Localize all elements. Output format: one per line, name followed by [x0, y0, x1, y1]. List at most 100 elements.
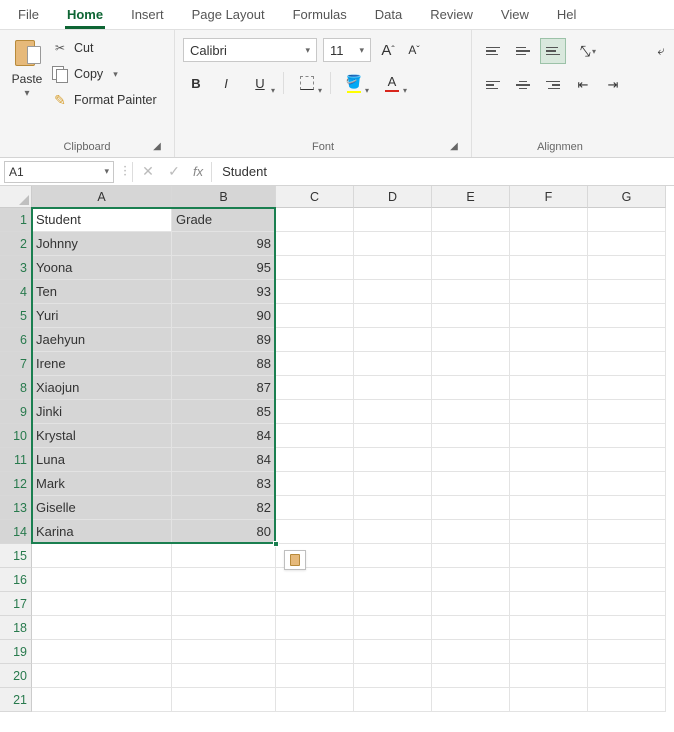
- row-header[interactable]: 16: [0, 568, 32, 592]
- cell[interactable]: [276, 448, 354, 472]
- row-header[interactable]: 12: [0, 472, 32, 496]
- cell[interactable]: [354, 232, 432, 256]
- cell[interactable]: 98: [172, 232, 276, 256]
- row-header[interactable]: 17: [0, 592, 32, 616]
- cell[interactable]: [588, 568, 666, 592]
- cell[interactable]: [432, 616, 510, 640]
- cell[interactable]: [588, 280, 666, 304]
- tab-formulas[interactable]: Formulas: [279, 1, 361, 28]
- cell[interactable]: [354, 256, 432, 280]
- cell[interactable]: [32, 544, 172, 568]
- cell[interactable]: [432, 376, 510, 400]
- cell[interactable]: [354, 328, 432, 352]
- font-color-button[interactable]: A ▾: [375, 70, 409, 96]
- column-header[interactable]: B: [172, 186, 276, 208]
- tab-insert[interactable]: Insert: [117, 1, 178, 28]
- cell[interactable]: [172, 640, 276, 664]
- formula-input[interactable]: Student: [214, 164, 674, 179]
- cell[interactable]: [588, 616, 666, 640]
- cell[interactable]: [276, 496, 354, 520]
- tab-data[interactable]: Data: [361, 1, 416, 28]
- cell[interactable]: 90: [172, 304, 276, 328]
- cell[interactable]: [354, 304, 432, 328]
- cell[interactable]: [510, 664, 588, 688]
- cell[interactable]: [510, 328, 588, 352]
- borders-button[interactable]: ▾: [290, 70, 324, 96]
- cell[interactable]: [432, 688, 510, 712]
- grow-font-button[interactable]: Aˆ: [377, 39, 399, 61]
- row-header[interactable]: 10: [0, 424, 32, 448]
- cell[interactable]: Yoona: [32, 256, 172, 280]
- cell[interactable]: [432, 496, 510, 520]
- cell[interactable]: 82: [172, 496, 276, 520]
- cell[interactable]: [588, 232, 666, 256]
- cell[interactable]: Ten: [32, 280, 172, 304]
- cell[interactable]: [172, 616, 276, 640]
- cell[interactable]: 89: [172, 328, 276, 352]
- cell[interactable]: [276, 472, 354, 496]
- cell[interactable]: [588, 592, 666, 616]
- cell[interactable]: [432, 520, 510, 544]
- cell[interactable]: [354, 664, 432, 688]
- cell[interactable]: [354, 640, 432, 664]
- expand-handle[interactable]: •••: [120, 166, 130, 178]
- align-top-button[interactable]: [480, 38, 506, 64]
- align-left-button[interactable]: [480, 72, 506, 98]
- name-box[interactable]: A1 ▾: [4, 161, 114, 183]
- cell[interactable]: [510, 208, 588, 232]
- cell[interactable]: [172, 568, 276, 592]
- cell[interactable]: [510, 424, 588, 448]
- cell[interactable]: [276, 424, 354, 448]
- row-header[interactable]: 18: [0, 616, 32, 640]
- cell[interactable]: [172, 664, 276, 688]
- cell[interactable]: [432, 352, 510, 376]
- cell[interactable]: [588, 304, 666, 328]
- cell[interactable]: [276, 376, 354, 400]
- cell[interactable]: [276, 352, 354, 376]
- cell[interactable]: [432, 664, 510, 688]
- cell[interactable]: [510, 496, 588, 520]
- cell[interactable]: [510, 616, 588, 640]
- font-size-select[interactable]: 11 ▾: [323, 38, 371, 62]
- align-bottom-button[interactable]: [540, 38, 566, 64]
- row-header[interactable]: 6: [0, 328, 32, 352]
- cell[interactable]: Giselle: [32, 496, 172, 520]
- column-header[interactable]: F: [510, 186, 588, 208]
- column-header[interactable]: A: [32, 186, 172, 208]
- cell[interactable]: [32, 592, 172, 616]
- cell[interactable]: [588, 472, 666, 496]
- cancel-button[interactable]: ✕: [135, 161, 161, 183]
- cell[interactable]: Irene: [32, 352, 172, 376]
- cell[interactable]: [354, 448, 432, 472]
- cell[interactable]: [588, 208, 666, 232]
- cell[interactable]: [354, 376, 432, 400]
- cell[interactable]: [510, 640, 588, 664]
- cell[interactable]: [432, 304, 510, 328]
- cell[interactable]: [276, 664, 354, 688]
- cell[interactable]: [276, 400, 354, 424]
- dialog-launcher-icon[interactable]: ◢: [447, 139, 461, 153]
- cell[interactable]: [354, 592, 432, 616]
- cell[interactable]: [276, 640, 354, 664]
- wrap-text-button[interactable]: ⤶: [648, 38, 674, 64]
- tab-view[interactable]: View: [487, 1, 543, 28]
- cell[interactable]: [432, 232, 510, 256]
- row-header[interactable]: 9: [0, 400, 32, 424]
- row-header[interactable]: 21: [0, 688, 32, 712]
- cell[interactable]: [510, 376, 588, 400]
- cell[interactable]: [510, 520, 588, 544]
- cell[interactable]: [432, 280, 510, 304]
- cell[interactable]: [276, 520, 354, 544]
- cell[interactable]: Mark: [32, 472, 172, 496]
- row-header[interactable]: 13: [0, 496, 32, 520]
- cell[interactable]: [510, 688, 588, 712]
- cell[interactable]: 93: [172, 280, 276, 304]
- cell[interactable]: [510, 544, 588, 568]
- cell[interactable]: [432, 472, 510, 496]
- cell[interactable]: [510, 472, 588, 496]
- cell[interactable]: Yuri: [32, 304, 172, 328]
- row-header[interactable]: 8: [0, 376, 32, 400]
- increase-indent-button[interactable]: ⇥: [600, 72, 626, 98]
- cell[interactable]: [276, 232, 354, 256]
- cell[interactable]: 84: [172, 448, 276, 472]
